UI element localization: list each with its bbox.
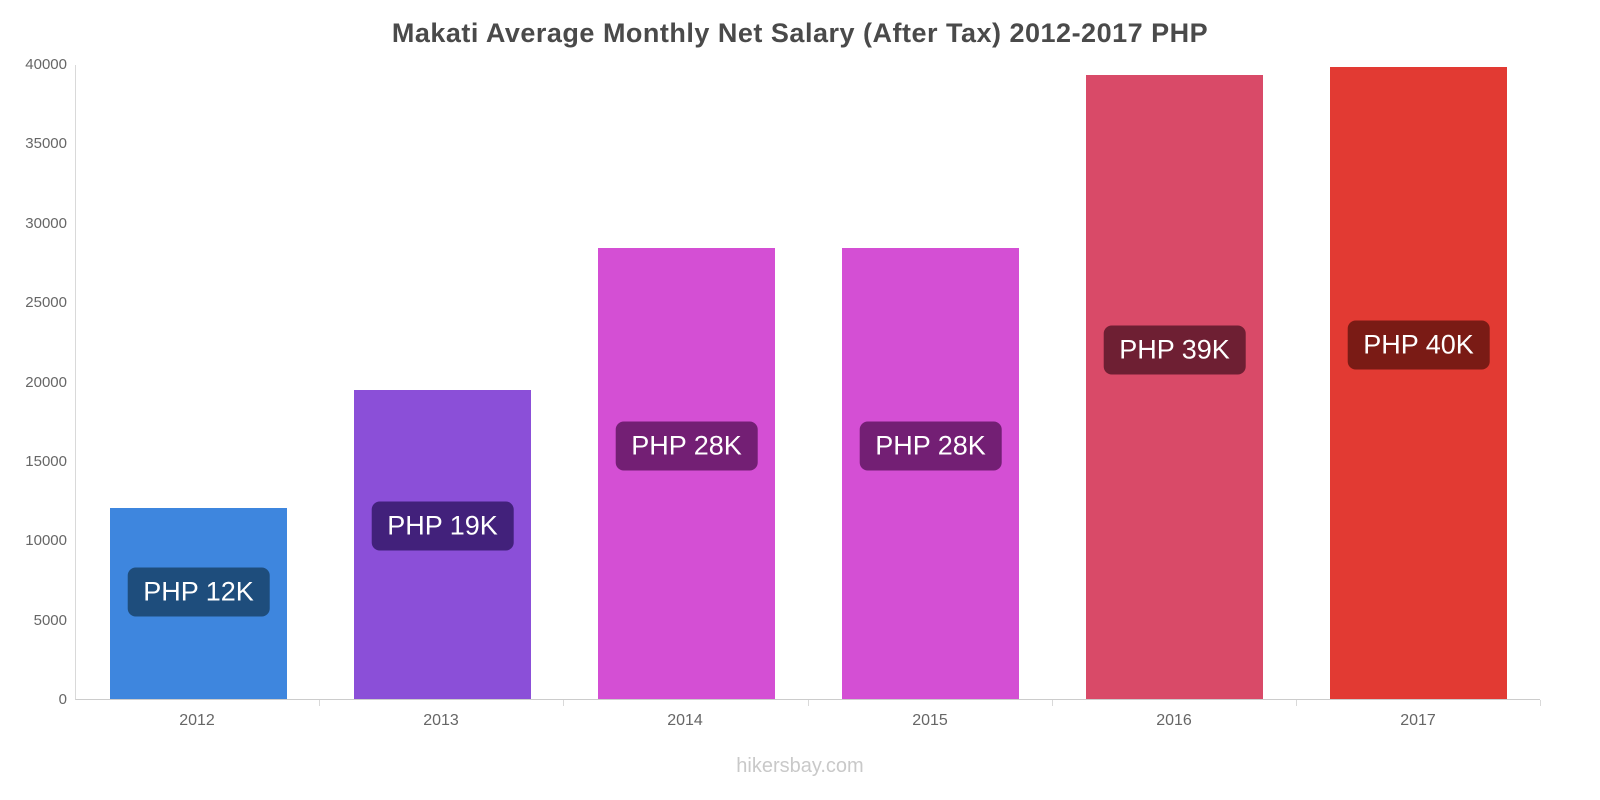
- y-axis-tick-label: 0: [58, 691, 67, 708]
- plot-area: PHP 12K PHP 19K PHP 28K PHP 28K PHP 39K PHP 4…: [75, 65, 1540, 700]
- x-axis-label-2017: 2017: [1400, 712, 1436, 729]
- x-axis-tick-mark: [808, 700, 809, 706]
- bar-value-label: PHP 12K: [127, 567, 270, 617]
- x-axis-label-2015: 2015: [912, 712, 948, 729]
- y-axis-tick-label: 25000: [25, 294, 67, 312]
- y-axis-tick-label: 30000: [25, 214, 67, 232]
- x-axis-tick-mark: [319, 700, 320, 706]
- bar-2016: PHP 39K: [1086, 75, 1263, 699]
- bar-2014: PHP 28K: [598, 248, 775, 699]
- x-axis-tick-mark: [1052, 700, 1053, 706]
- y-axis-tick-label: 5000: [33, 611, 67, 629]
- bar-value-label: PHP 19K: [371, 501, 514, 551]
- x-axis-label-2016: 2016: [1156, 712, 1192, 729]
- y-axis-tick-label: 40000: [25, 56, 67, 73]
- x-axis-label-2012: 2012: [179, 712, 215, 729]
- bar-2015: PHP 28K: [842, 248, 1019, 699]
- chart-title: Makati Average Monthly Net Salary (After…: [391, 18, 1209, 48]
- x-axis-tick-mark: [1296, 700, 1297, 706]
- bar-value-label: PHP 39K: [1103, 325, 1246, 375]
- bar-2013: PHP 19K: [354, 390, 531, 699]
- y-axis-tick-label: 35000: [25, 135, 67, 153]
- y-axis-tick-label: 10000: [25, 532, 67, 550]
- x-axis-tick-mark: [1540, 700, 1541, 706]
- x-axis-label-2013: 2013: [423, 712, 459, 729]
- watermark-hikersbay: hikersbay.com: [736, 755, 864, 777]
- bar-2012: PHP 12K: [110, 508, 287, 699]
- y-axis-tick-label: 15000: [25, 452, 67, 470]
- bar-value-label: PHP 40K: [1347, 320, 1490, 370]
- bar-value-label: PHP 28K: [615, 421, 758, 471]
- bar-2017: PHP 40K: [1330, 67, 1507, 699]
- bar-value-label: PHP 28K: [859, 421, 1002, 471]
- x-axis-label-2014: 2014: [667, 712, 703, 729]
- x-axis-tick-mark: [563, 700, 564, 706]
- y-axis-tick-label: 20000: [25, 373, 67, 391]
